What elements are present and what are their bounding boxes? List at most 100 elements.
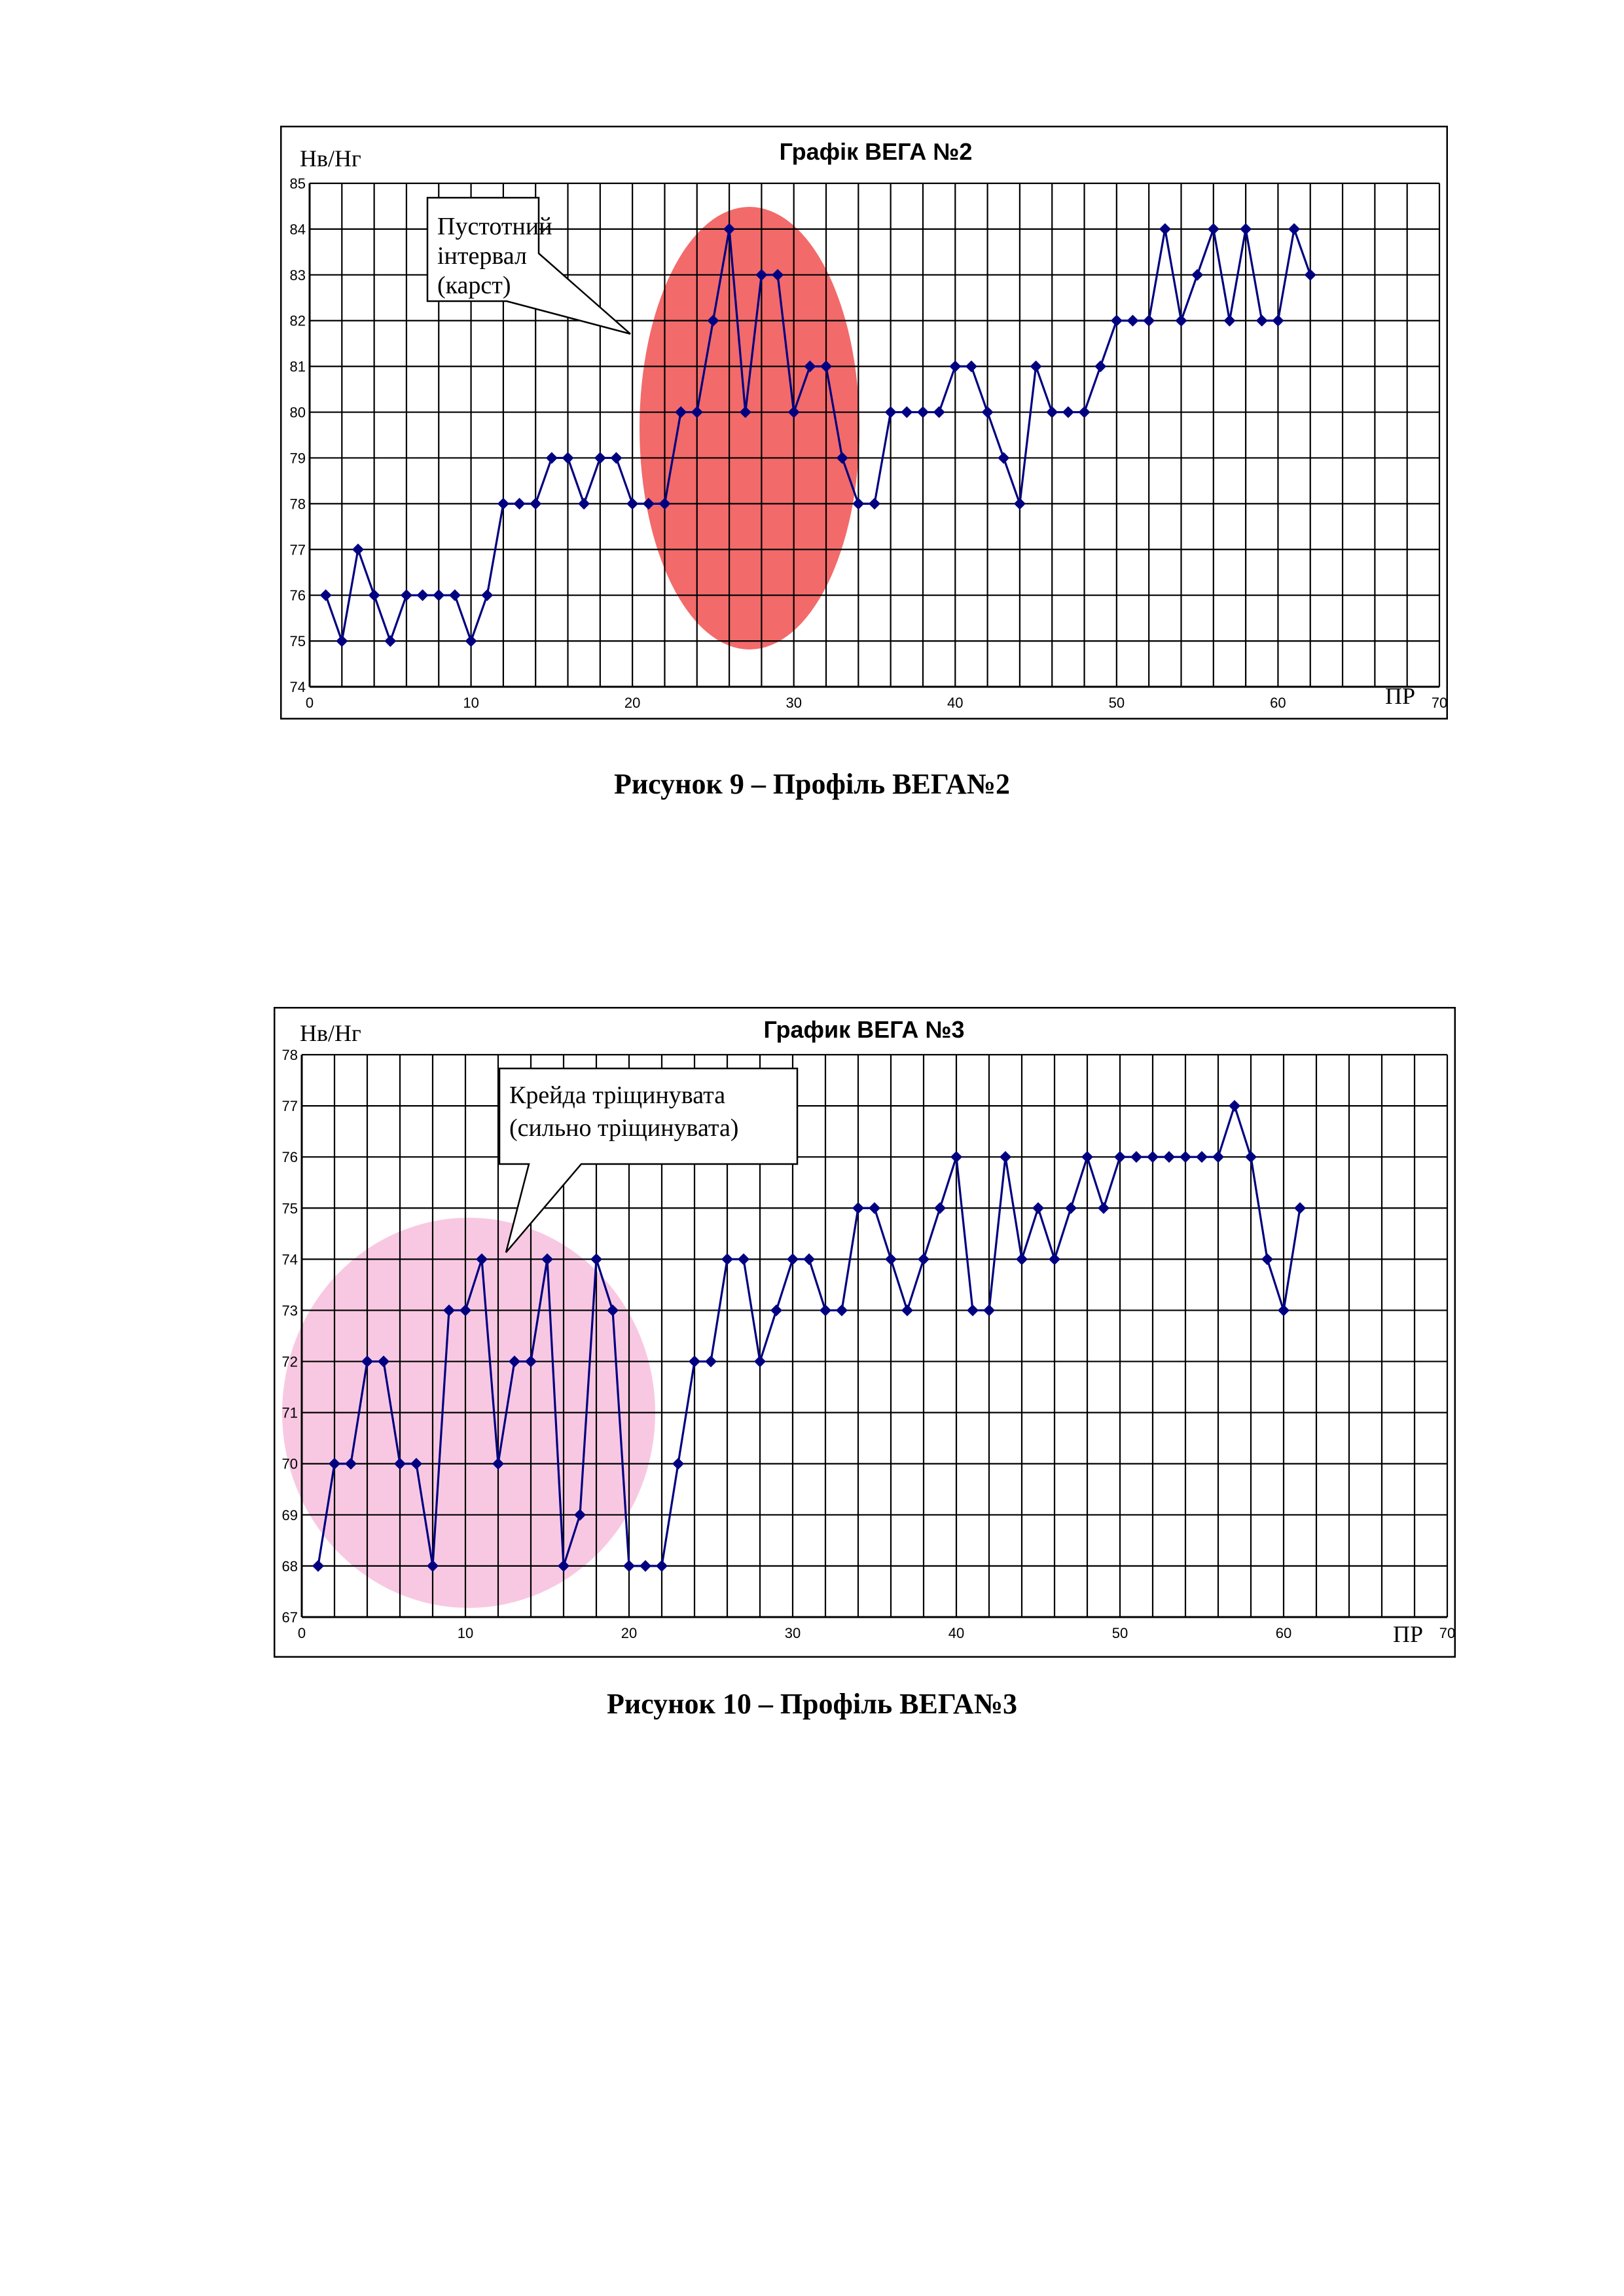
x-tick-label: 30 xyxy=(785,695,801,711)
y-tick-label: 73 xyxy=(282,1302,298,1319)
data-point xyxy=(1240,223,1252,235)
data-point xyxy=(1196,1151,1208,1163)
data-point xyxy=(1127,314,1139,327)
x-tick-label: 40 xyxy=(948,1625,964,1641)
y-tick-label: 81 xyxy=(290,359,306,375)
data-point xyxy=(869,498,880,510)
data-point xyxy=(770,1304,782,1317)
annotation-callout: Крейда тріщинувата (сильно тріщинувата) xyxy=(498,1067,799,1253)
data-point xyxy=(481,589,494,602)
data-point xyxy=(626,498,639,510)
x-tick-label: 70 xyxy=(1432,695,1447,711)
x-tick-label: 10 xyxy=(458,1625,473,1641)
data-point xyxy=(623,1559,635,1572)
data-point xyxy=(394,1457,406,1470)
data-point xyxy=(1094,360,1107,373)
data-point xyxy=(530,498,542,510)
data-point xyxy=(852,498,865,510)
data-point xyxy=(804,360,816,373)
y-tick-label: 85 xyxy=(290,175,306,192)
data-point xyxy=(1110,314,1123,327)
data-point xyxy=(1223,314,1236,327)
data-point xyxy=(513,498,526,510)
data-point xyxy=(1272,314,1284,327)
data-point xyxy=(312,1559,324,1572)
y-tick-label: 83 xyxy=(290,267,306,283)
data-point xyxy=(869,1202,880,1214)
data-point xyxy=(967,1304,979,1317)
data-point xyxy=(1207,223,1219,235)
y-tick-label: 82 xyxy=(290,313,306,329)
data-point xyxy=(433,589,445,602)
data-point xyxy=(965,360,977,373)
data-point xyxy=(689,1355,700,1368)
data-point xyxy=(918,1253,929,1266)
data-point xyxy=(1255,314,1268,327)
data-point xyxy=(448,589,461,602)
x-tick-label: 40 xyxy=(947,695,963,711)
y-tick-label: 76 xyxy=(290,587,306,604)
data-point xyxy=(754,1355,766,1368)
data-point xyxy=(1078,406,1091,418)
x-tick-label: 30 xyxy=(785,1625,801,1641)
x-tick-label: 10 xyxy=(463,695,478,711)
data-point xyxy=(329,1457,340,1470)
data-point xyxy=(1065,1202,1077,1214)
data-point xyxy=(1000,1151,1011,1163)
x-tick-label: 60 xyxy=(1270,695,1286,711)
x-tick-label: 0 xyxy=(298,1625,306,1641)
data-point xyxy=(1245,1151,1257,1163)
data-point xyxy=(1261,1253,1273,1266)
data-point xyxy=(721,1253,733,1266)
figure-caption-10: Рисунок 10 – Профіль ВЕГА№3 xyxy=(606,1688,1018,1720)
data-point xyxy=(1062,406,1074,418)
y-tick-label: 72 xyxy=(282,1354,298,1370)
data-point xyxy=(672,1457,684,1470)
data-point xyxy=(934,1202,946,1214)
data-point xyxy=(852,1202,864,1214)
data-point xyxy=(336,635,348,647)
y-tick-label: 79 xyxy=(290,450,306,466)
x-tick-label: 20 xyxy=(624,695,640,711)
data-point xyxy=(1013,498,1026,510)
data-point xyxy=(787,406,800,418)
data-point xyxy=(820,1304,831,1317)
data-point xyxy=(410,1457,422,1470)
data-point xyxy=(901,406,913,418)
data-point xyxy=(656,1559,668,1572)
y-tick-label: 75 xyxy=(290,633,306,649)
annotation-line-1: Пустотний xyxy=(437,213,552,240)
data-point xyxy=(509,1355,520,1368)
data-point xyxy=(901,1304,913,1317)
data-point xyxy=(492,1457,504,1470)
annotation-line-2: (сильно тріщинувата) xyxy=(509,1114,738,1142)
data-point xyxy=(400,589,412,602)
x-tick-label: 60 xyxy=(1276,1625,1291,1641)
data-point xyxy=(1046,406,1058,418)
data-point xyxy=(1147,1151,1159,1163)
data-point xyxy=(916,406,929,418)
y-tick-label: 70 xyxy=(282,1456,298,1472)
data-point xyxy=(755,268,768,281)
data-point xyxy=(378,1355,389,1368)
data-point xyxy=(884,406,897,418)
y-tick-label: 71 xyxy=(282,1405,298,1421)
data-point xyxy=(836,1304,848,1317)
data-point xyxy=(772,268,784,281)
data-point xyxy=(497,498,509,510)
data-point xyxy=(345,1457,357,1470)
data-point xyxy=(640,1559,651,1572)
x-tick-label: 50 xyxy=(1109,695,1125,711)
data-point xyxy=(836,452,848,464)
data-point xyxy=(1175,314,1187,327)
data-point xyxy=(1114,1151,1126,1163)
data-point xyxy=(675,406,687,418)
data-point xyxy=(525,1355,537,1368)
data-point xyxy=(981,406,994,418)
data-point xyxy=(1032,1202,1044,1214)
annotation-line-1: Крейда тріщинувата xyxy=(509,1082,725,1109)
plot-area: 74 75 76 77 78 79 80 81 82 83 84 85 0 10 20 30 40 50 60 70 xyxy=(290,175,1448,711)
data-point xyxy=(443,1304,455,1317)
data-point xyxy=(707,314,719,327)
annotation-line-2: інтервал xyxy=(437,242,527,270)
